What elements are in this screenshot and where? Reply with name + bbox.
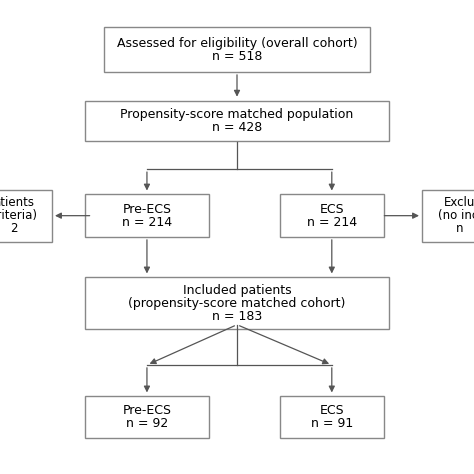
Text: n = 214: n = 214: [122, 216, 172, 228]
Text: ECS: ECS: [319, 404, 344, 417]
Text: n = 92: n = 92: [126, 417, 168, 430]
Bar: [85, 194, 209, 237]
Bar: [280, 194, 384, 237]
Bar: [280, 396, 384, 438]
Text: n = 428: n = 428: [212, 121, 262, 134]
Text: Included patients: Included patients: [182, 284, 292, 297]
Text: Pre-ECS: Pre-ECS: [122, 203, 172, 216]
Text: 2: 2: [10, 222, 18, 235]
Text: n = 183: n = 183: [212, 310, 262, 323]
Bar: [0, 190, 52, 242]
Text: ECS: ECS: [319, 203, 344, 216]
Text: n = 91: n = 91: [310, 417, 353, 430]
Text: Exclu: Exclu: [444, 196, 474, 210]
Text: atients: atients: [0, 196, 35, 210]
Text: criteria): criteria): [0, 209, 38, 222]
Bar: [85, 277, 389, 329]
Text: n: n: [456, 222, 464, 235]
Text: (no incl: (no incl: [438, 209, 474, 222]
Text: Propensity-score matched population: Propensity-score matched population: [120, 108, 354, 121]
Text: n = 518: n = 518: [212, 50, 262, 63]
Text: n = 214: n = 214: [307, 216, 357, 228]
Text: Pre-ECS: Pre-ECS: [122, 404, 172, 417]
Bar: [104, 27, 370, 72]
Bar: [85, 396, 209, 438]
Text: Assessed for eligibility (overall cohort): Assessed for eligibility (overall cohort…: [117, 37, 357, 50]
Text: (propensity-score matched cohort): (propensity-score matched cohort): [128, 297, 346, 310]
Bar: [85, 101, 389, 141]
Bar: [422, 190, 474, 242]
